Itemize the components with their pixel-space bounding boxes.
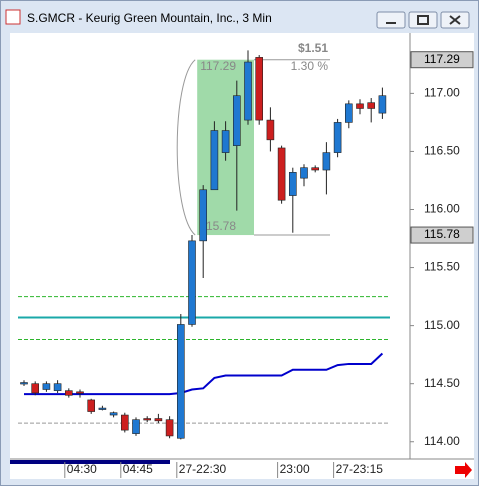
y-axis-area xyxy=(410,33,474,459)
range-low-label: 115.78 xyxy=(200,219,236,233)
scroll-right-arrow[interactable] xyxy=(455,462,472,478)
price-marker-label: 117.29 xyxy=(424,52,460,66)
y-tick-label: 114.50 xyxy=(424,376,460,390)
candle-body xyxy=(356,103,364,109)
range-high-label: 117.29 xyxy=(200,59,236,73)
window-icon xyxy=(5,9,21,25)
candle-body xyxy=(367,102,376,109)
candle-body xyxy=(42,383,51,390)
y-tick-label: 115.50 xyxy=(424,260,460,274)
candle-body xyxy=(300,167,308,179)
candle-body xyxy=(344,103,353,123)
y-tick-label: 117.00 xyxy=(424,86,460,100)
x-tick-label: 27-22:30 xyxy=(179,462,227,476)
candle-body xyxy=(31,383,40,394)
candle-body xyxy=(333,122,342,153)
candle-body xyxy=(255,57,263,121)
candle-body xyxy=(98,407,107,410)
candle-body xyxy=(109,412,118,416)
range-change: $1.51 xyxy=(298,41,328,55)
y-tick-label: 114.00 xyxy=(424,434,460,448)
candle-body xyxy=(266,119,275,141)
candle-body xyxy=(154,418,163,422)
y-tick-label: 116.00 xyxy=(424,202,460,216)
maximize-button[interactable] xyxy=(408,11,438,29)
candle-body xyxy=(87,399,95,412)
minimize-button[interactable] xyxy=(376,11,406,29)
candle-body xyxy=(143,418,151,421)
price-marker xyxy=(410,51,474,69)
candle-body xyxy=(233,95,241,146)
candle-body xyxy=(244,61,252,121)
candle-body xyxy=(53,383,62,391)
x-tick-label: 23:00 xyxy=(280,462,310,476)
indicator-line xyxy=(24,352,384,396)
candle-body xyxy=(76,391,84,394)
candle-body xyxy=(199,189,207,242)
window-buttons[interactable] xyxy=(376,11,470,29)
x-tick-label: 27-23:15 xyxy=(336,462,384,476)
scroll-indicator xyxy=(10,460,170,464)
candle-body xyxy=(177,324,185,439)
close-icon xyxy=(449,15,461,25)
candle-body xyxy=(121,414,129,431)
candle-body xyxy=(165,419,174,437)
candle-body xyxy=(221,130,230,153)
candle-body xyxy=(20,382,28,385)
maximize-icon xyxy=(417,15,429,25)
y-tick-label: 115.00 xyxy=(424,318,460,332)
candle-body xyxy=(65,390,73,396)
candle-body xyxy=(132,419,140,434)
candle-body xyxy=(378,95,387,114)
price-marker-label: 115.78 xyxy=(424,227,460,241)
candle-body xyxy=(210,130,219,191)
candle-body xyxy=(322,152,331,171)
candle-body xyxy=(277,147,286,201)
x-tick-label: 04:30 xyxy=(67,462,97,476)
price-marker xyxy=(410,226,474,244)
y-tick-label: 116.50 xyxy=(424,144,460,158)
range-percent: 1.30 % xyxy=(291,59,329,73)
range-bracket xyxy=(176,59,196,236)
candle-body xyxy=(288,172,297,196)
candle-body xyxy=(188,240,196,325)
x-tick-label: 04:45 xyxy=(123,462,153,476)
candle-body xyxy=(311,167,320,171)
window-title: S.GMCR - Keurig Green Mountain, Inc., 3 … xyxy=(27,11,272,25)
